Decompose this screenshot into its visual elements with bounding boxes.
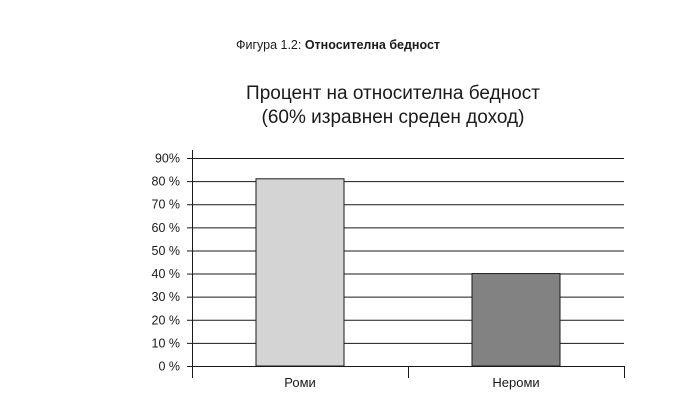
figure-caption-prefix: Фигура 1.2: [235,38,305,52]
x-category-label: Роми [284,375,316,390]
bar-non-roma [471,273,561,367]
y-tick-label: 0 % [158,360,180,374]
y-tick-label: 30 % [152,290,181,304]
y-tick-label: 70 % [152,198,181,212]
y-tick-label: 90% [155,152,180,166]
figure-caption-title: Относителна бедност [304,38,441,52]
axes [187,150,625,378]
chart-title: Процент на относителна бедност (60% изра… [0,82,676,130]
y-tick-label: 20 % [152,313,181,327]
y-tick-label: 60 % [152,221,181,235]
chart-title-line-2: (60% изравнен среден доход) [261,107,525,128]
y-tick-label: 40 % [152,267,181,281]
chart-title-line-1: Процент на относителна бедност [246,83,540,104]
figure-caption: Фигура 1.2: Относителна бедност [0,38,676,52]
bars [255,178,561,367]
y-tick-label: 10 % [152,336,181,350]
y-tick-label: 80 % [152,175,181,189]
x-category-labels: Роми Нероми [284,375,539,390]
y-tick-label: 50 % [152,244,181,258]
x-category-label: Нероми [492,375,539,390]
y-tick-labels: 0 % 10 % 20 % 30 % 40 % 50 % 60 % 70 % 80 % 90% [152,152,181,374]
bar-roma [255,178,345,367]
